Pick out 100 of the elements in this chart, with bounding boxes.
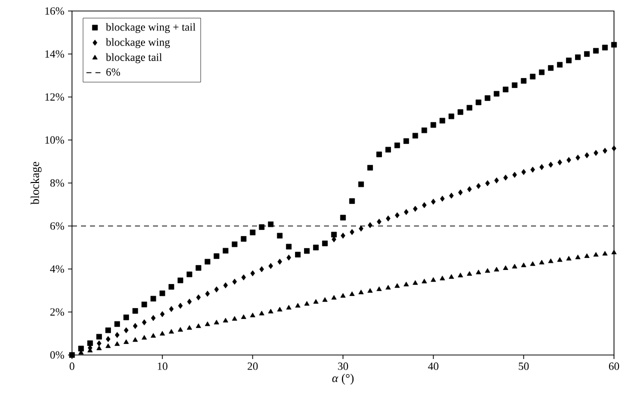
point — [422, 278, 427, 284]
point — [150, 333, 156, 338]
point — [611, 250, 617, 254]
point — [340, 293, 346, 298]
y-tick-label: 8% — [50, 179, 64, 187]
point — [178, 302, 183, 309]
point — [358, 290, 364, 294]
point — [394, 283, 400, 288]
point — [241, 274, 246, 280]
point — [232, 278, 237, 285]
point — [304, 301, 310, 306]
point — [368, 222, 372, 228]
point — [295, 302, 300, 308]
point — [602, 250, 608, 256]
point — [612, 145, 616, 152]
point — [548, 162, 554, 168]
x-tick-label: 20 — [248, 362, 258, 370]
point — [223, 282, 228, 288]
point — [548, 258, 554, 264]
point — [458, 272, 464, 278]
point — [467, 186, 472, 192]
point — [205, 290, 210, 297]
point — [124, 327, 128, 334]
point — [114, 341, 120, 346]
point — [250, 270, 255, 276]
point — [521, 262, 526, 268]
y-tick-label: 0% — [50, 351, 64, 359]
point — [151, 315, 156, 322]
point — [277, 306, 282, 312]
point — [431, 198, 436, 205]
point — [575, 254, 580, 260]
point — [286, 304, 292, 310]
point — [259, 310, 264, 316]
point — [96, 346, 102, 350]
point — [286, 254, 292, 261]
point — [96, 340, 102, 346]
point — [539, 260, 544, 264]
point — [458, 189, 463, 196]
point — [440, 276, 445, 280]
legend-label: blockage wing — [106, 38, 170, 48]
point — [106, 336, 110, 342]
x-tick-label: 40 — [428, 362, 438, 370]
point — [322, 297, 328, 302]
point — [386, 215, 390, 222]
point — [168, 328, 174, 334]
point — [106, 343, 111, 348]
point — [313, 299, 319, 304]
point — [404, 282, 409, 286]
legend-label: blockage wing + tail — [106, 23, 196, 34]
point — [558, 159, 562, 166]
point — [132, 322, 138, 329]
point — [394, 212, 400, 218]
point — [241, 314, 246, 319]
point — [340, 232, 346, 239]
y-tick-label: 14% — [45, 50, 64, 58]
point — [594, 150, 598, 156]
point — [449, 192, 454, 199]
point — [440, 196, 445, 202]
point — [584, 152, 590, 158]
point — [142, 335, 147, 340]
y-tick-label: 4% — [50, 265, 64, 273]
point — [196, 294, 201, 300]
point — [132, 337, 138, 342]
legend-label: 6% — [106, 68, 120, 76]
point — [376, 286, 382, 292]
point — [422, 202, 427, 208]
y-tick-label: 6% — [50, 222, 64, 230]
point — [503, 174, 508, 181]
point — [232, 316, 238, 321]
point — [566, 256, 572, 260]
x-tick-label: 60 — [608, 362, 620, 370]
point — [331, 295, 337, 300]
point — [187, 298, 192, 305]
point — [576, 154, 580, 161]
x-tick-label: 30 — [338, 362, 348, 370]
legend-label: blockage tail — [106, 53, 162, 64]
point — [367, 288, 373, 293]
point — [160, 311, 165, 318]
point — [178, 327, 184, 332]
point — [476, 270, 482, 274]
point — [494, 177, 499, 184]
y-tick-label: 10% — [45, 136, 64, 144]
x-tick-label: 50 — [518, 362, 529, 370]
point — [584, 253, 590, 258]
point — [160, 330, 165, 336]
point — [494, 266, 500, 272]
point — [484, 268, 490, 273]
point — [376, 218, 382, 225]
point — [521, 169, 526, 176]
x-tick-label: 0 — [70, 362, 74, 370]
point — [412, 280, 418, 285]
point — [250, 312, 256, 318]
point — [485, 180, 490, 186]
point — [602, 148, 608, 154]
point — [124, 339, 129, 344]
point — [350, 229, 354, 236]
point — [539, 164, 544, 170]
point — [349, 291, 355, 296]
point — [268, 308, 274, 314]
point — [448, 274, 454, 279]
